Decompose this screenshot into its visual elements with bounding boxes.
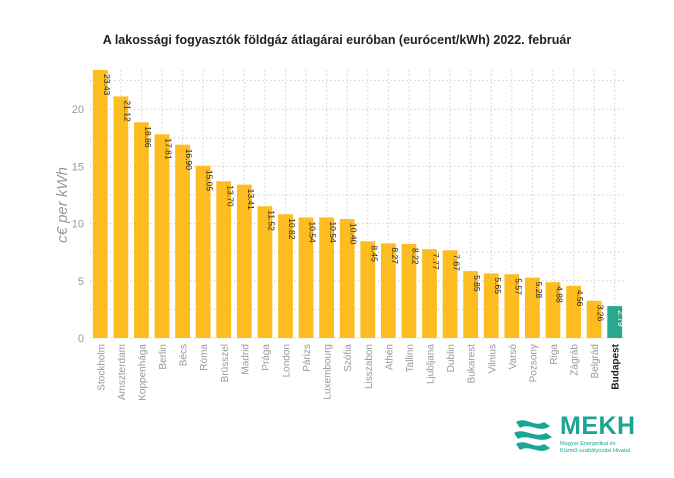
x-tick-label: Varsó	[508, 344, 519, 370]
x-tick-label: Riga	[549, 344, 560, 365]
bar	[463, 271, 479, 338]
y-tick-label: 15	[72, 161, 84, 173]
mekh-logo: MEKH Magyar Energetikai és Közmű-szabály…	[510, 412, 660, 458]
bar	[442, 250, 458, 338]
value-label: 13.70	[225, 185, 235, 207]
value-label: 10.54	[328, 221, 338, 243]
y-axis-label: c€ per kWh	[54, 167, 71, 243]
x-tick-label: Szófia	[343, 344, 354, 372]
logo-subtitle-line2: Közmű-szabályozási Hivatal	[560, 448, 630, 454]
logo-subtitle-line1: Magyar Energetikai és	[560, 441, 616, 447]
value-label: 7.67	[452, 254, 462, 271]
bar	[113, 96, 129, 338]
x-tick-label: Brüsszel	[220, 344, 231, 382]
value-label: 10.82	[287, 218, 297, 240]
value-label: 10.40	[349, 223, 359, 245]
value-label: 11.52	[266, 210, 276, 231]
value-label: 10.54	[308, 221, 318, 243]
bar	[586, 300, 602, 338]
value-label: 4.56	[575, 290, 585, 307]
value-label: 4.88	[554, 286, 564, 303]
x-tick-label: Bécs	[179, 344, 190, 366]
value-label: 23.43	[102, 74, 112, 96]
bar	[360, 241, 376, 338]
value-label: 5.57	[513, 278, 523, 295]
chart-title: A lakossági fogyasztók földgáz átlagárai…	[102, 33, 572, 47]
x-tick-label: Prága	[261, 344, 272, 371]
y-axis-ticks: 0 5 10 15 20	[72, 104, 84, 345]
x-tick-label: Luxembourg	[323, 344, 334, 400]
bar	[483, 273, 499, 338]
bar	[524, 277, 540, 338]
value-label: 5.28	[534, 282, 544, 299]
x-tick-label: Budapest	[611, 343, 622, 389]
y-tick-label: 10	[72, 219, 84, 231]
bar	[195, 165, 211, 338]
x-tick-label: Dublin	[446, 344, 457, 372]
x-tick-label: Bukarest	[467, 344, 478, 384]
value-label: 21.12	[122, 100, 132, 122]
x-tick-label: Párizs	[302, 344, 313, 372]
x-tick-label: Vilnius	[487, 344, 498, 373]
bar	[422, 249, 437, 338]
bar	[257, 206, 273, 338]
value-labels: 23.43 21.12 18.86 17.81 16.90 15.05 13.70 13.41…	[102, 74, 626, 327]
y-tick-label: 20	[72, 104, 84, 116]
bar	[319, 217, 335, 338]
bar	[607, 306, 623, 338]
value-label: 2.79	[616, 310, 626, 327]
x-tick-label: Berlin	[158, 344, 169, 370]
x-tick-label: Athén	[384, 344, 395, 370]
x-tick-label: Pozsony	[528, 344, 539, 382]
bar	[298, 217, 314, 338]
x-tick-label: Róma	[199, 344, 210, 371]
bar	[339, 219, 355, 338]
x-tick-label: Belgrád	[590, 344, 601, 378]
value-label: 8.22	[410, 248, 420, 265]
bar	[154, 134, 170, 338]
x-tick-label: Ljubljana	[426, 344, 437, 384]
bar	[175, 144, 191, 338]
value-label: 15.05	[205, 170, 215, 192]
x-tick-label: London	[281, 344, 292, 377]
bar	[278, 214, 293, 338]
y-tick-label: 5	[78, 276, 84, 288]
x-tick-label: Amszterdam	[117, 344, 128, 400]
bar	[236, 184, 252, 338]
x-tick-label: Madrid	[240, 344, 251, 375]
bar	[545, 282, 561, 338]
x-tick-label: Stockholm	[96, 344, 107, 391]
value-label: 7.77	[431, 253, 441, 270]
x-tick-label: Zágráb	[570, 344, 581, 376]
bar	[504, 274, 520, 338]
value-label: 18.86	[143, 126, 153, 148]
bar	[92, 70, 108, 338]
value-label: 17.81	[164, 138, 174, 160]
value-label: 5.85	[472, 275, 482, 292]
mekh-wave-icon	[514, 420, 552, 451]
value-label: 3.26	[596, 305, 606, 322]
x-tick-label: Tallinn	[405, 344, 416, 372]
value-label: 8.45	[369, 245, 379, 262]
value-label: 16.90	[184, 149, 194, 171]
bar	[134, 122, 149, 338]
bar	[380, 243, 396, 338]
value-label: 5.65	[493, 277, 503, 294]
bar	[566, 285, 581, 338]
bar	[216, 181, 232, 338]
x-tick-label: Lisszabon	[364, 344, 375, 389]
value-label: 13.41	[246, 189, 256, 211]
bar	[401, 243, 417, 338]
bars	[92, 70, 623, 338]
value-label: 8.27	[390, 247, 400, 264]
logo-wordmark: MEKH	[560, 412, 636, 440]
x-tick-label: Koppenhága	[137, 344, 148, 401]
y-tick-label: 0	[78, 333, 84, 345]
x-axis-labels: Stockholm Amszterdam Koppenhága Berlin Bécs R…	[96, 343, 621, 400]
